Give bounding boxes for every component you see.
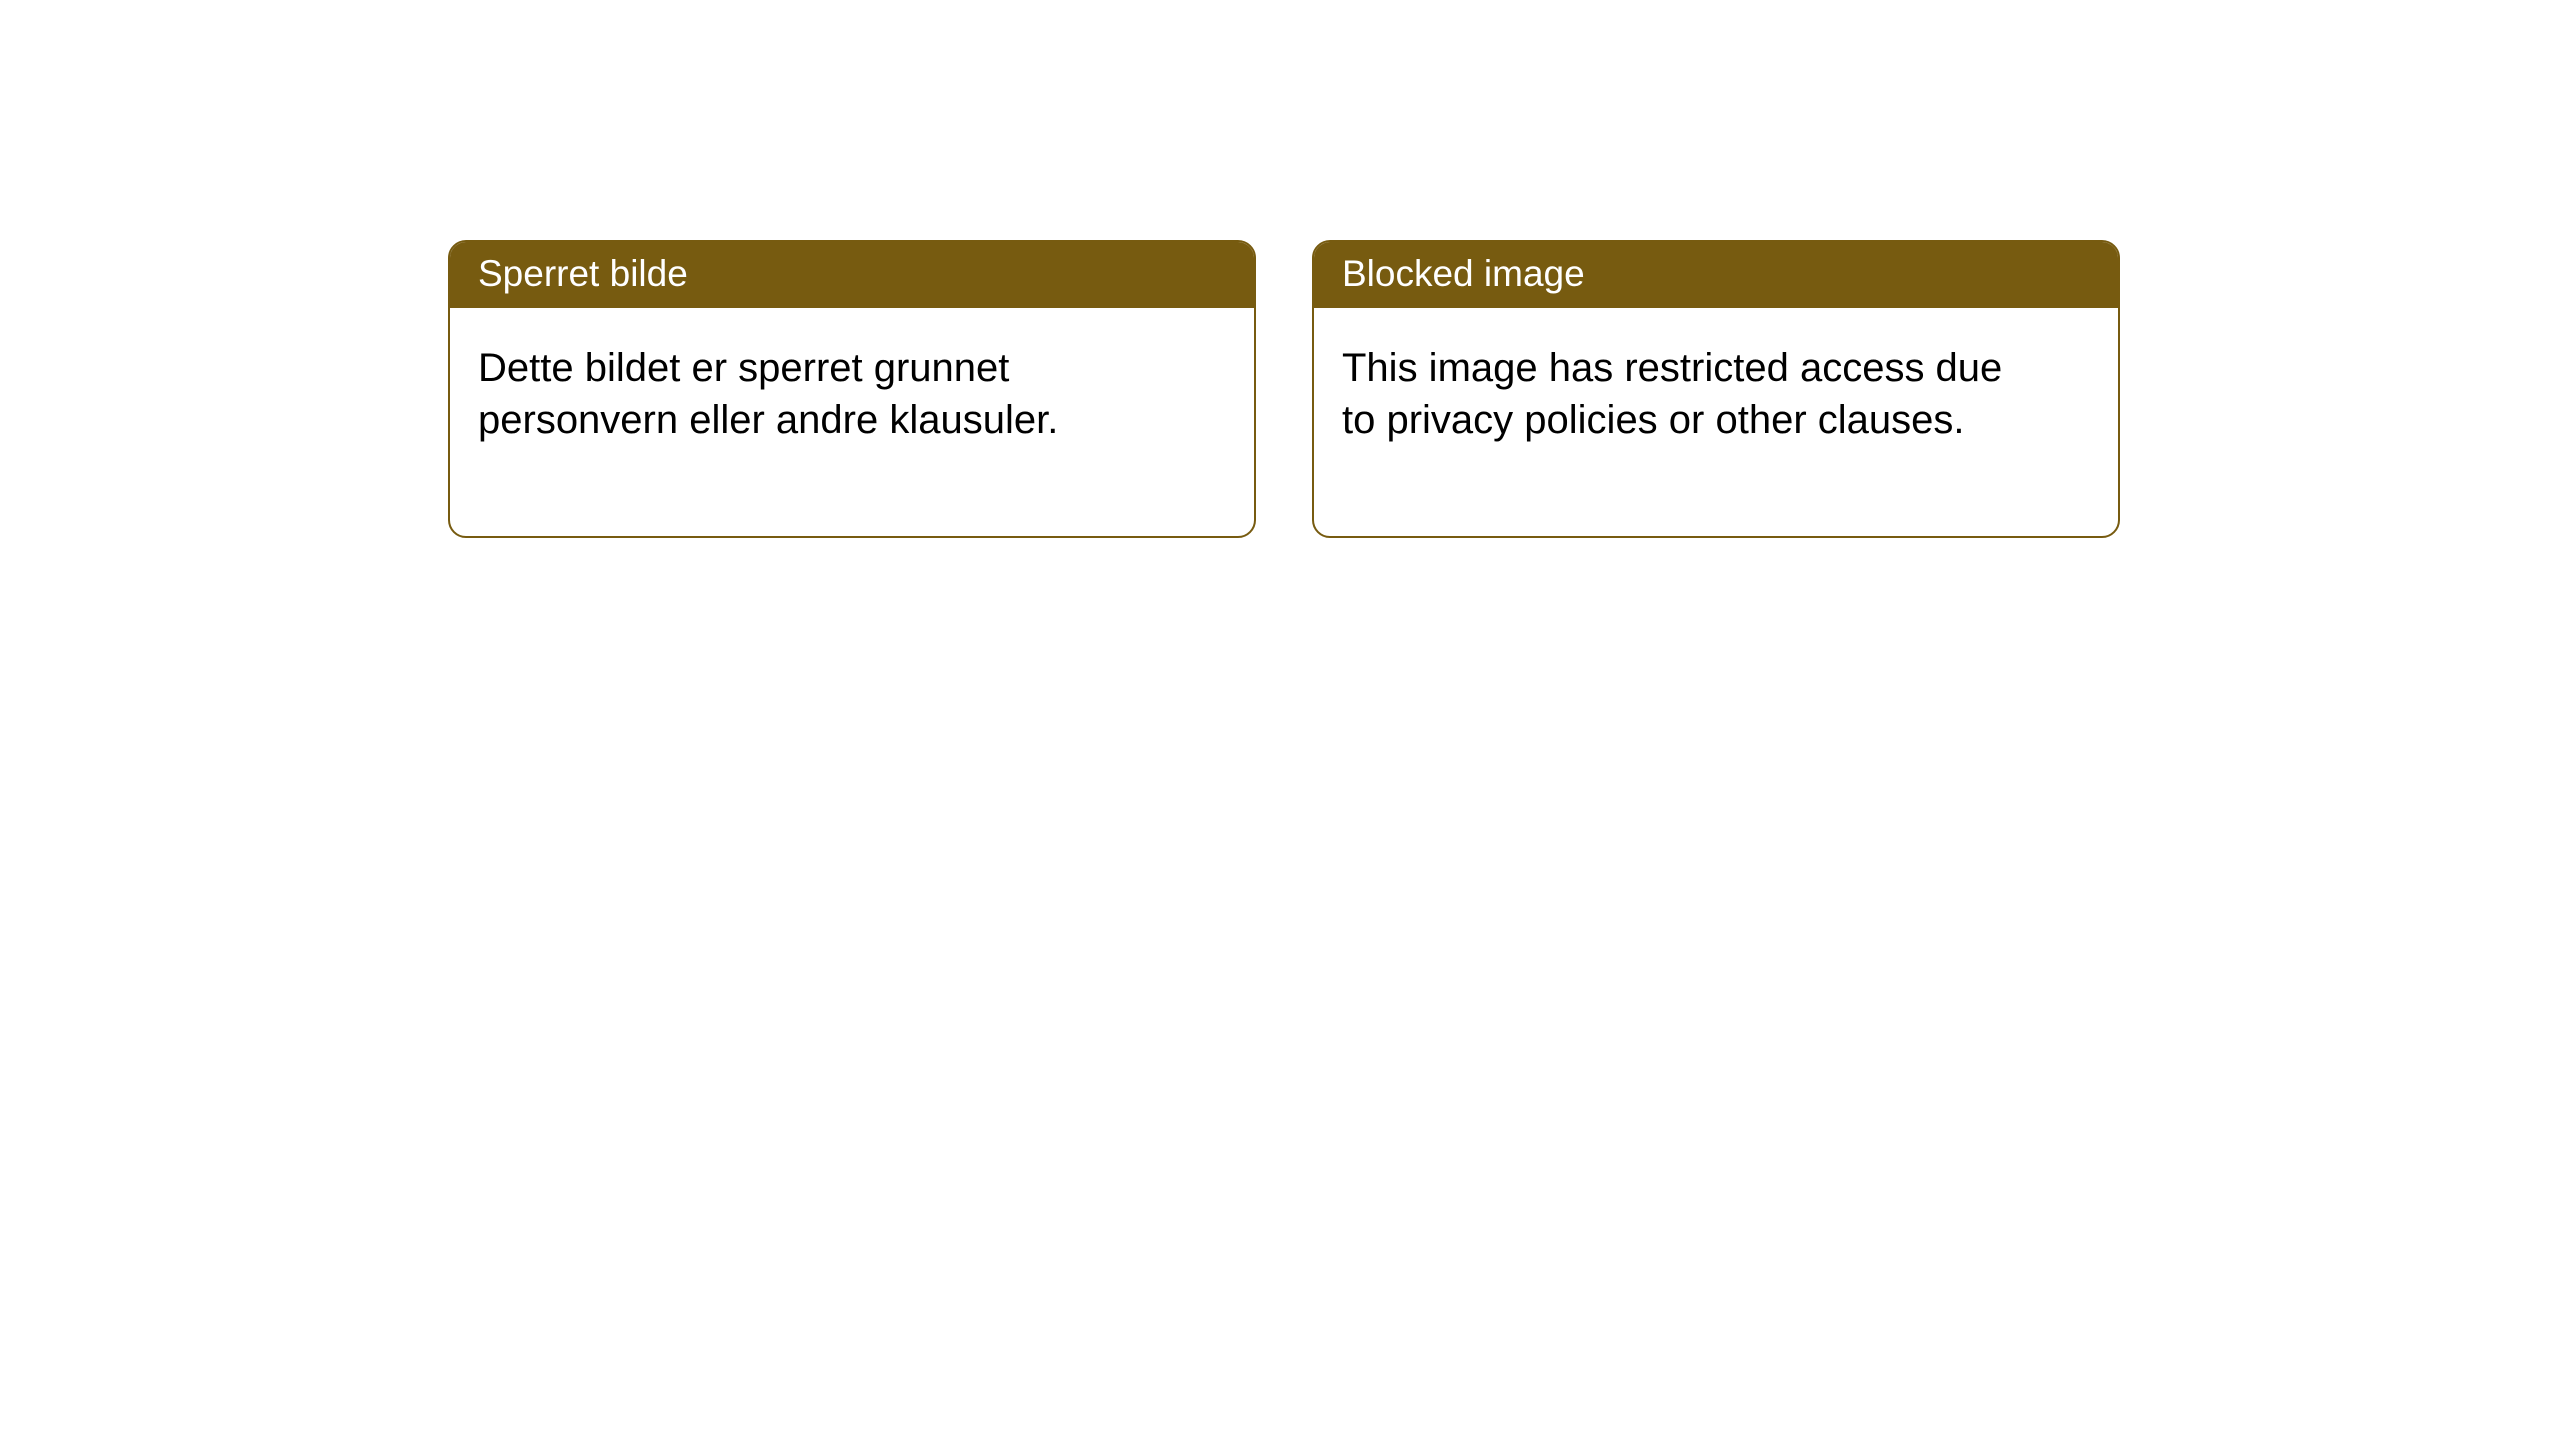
notice-body-text-en: This image has restricted access due to … <box>1342 342 2022 446</box>
notice-container: Sperret bilde Dette bildet er sperret gr… <box>0 0 2560 538</box>
notice-card-no: Sperret bilde Dette bildet er sperret gr… <box>448 240 1256 538</box>
notice-header-en: Blocked image <box>1314 242 2118 308</box>
notice-body-no: Dette bildet er sperret grunnet personve… <box>450 308 1254 536</box>
notice-card-en: Blocked image This image has restricted … <box>1312 240 2120 538</box>
notice-body-text-no: Dette bildet er sperret grunnet personve… <box>478 342 1158 446</box>
notice-body-en: This image has restricted access due to … <box>1314 308 2118 536</box>
notice-header-no: Sperret bilde <box>450 242 1254 308</box>
